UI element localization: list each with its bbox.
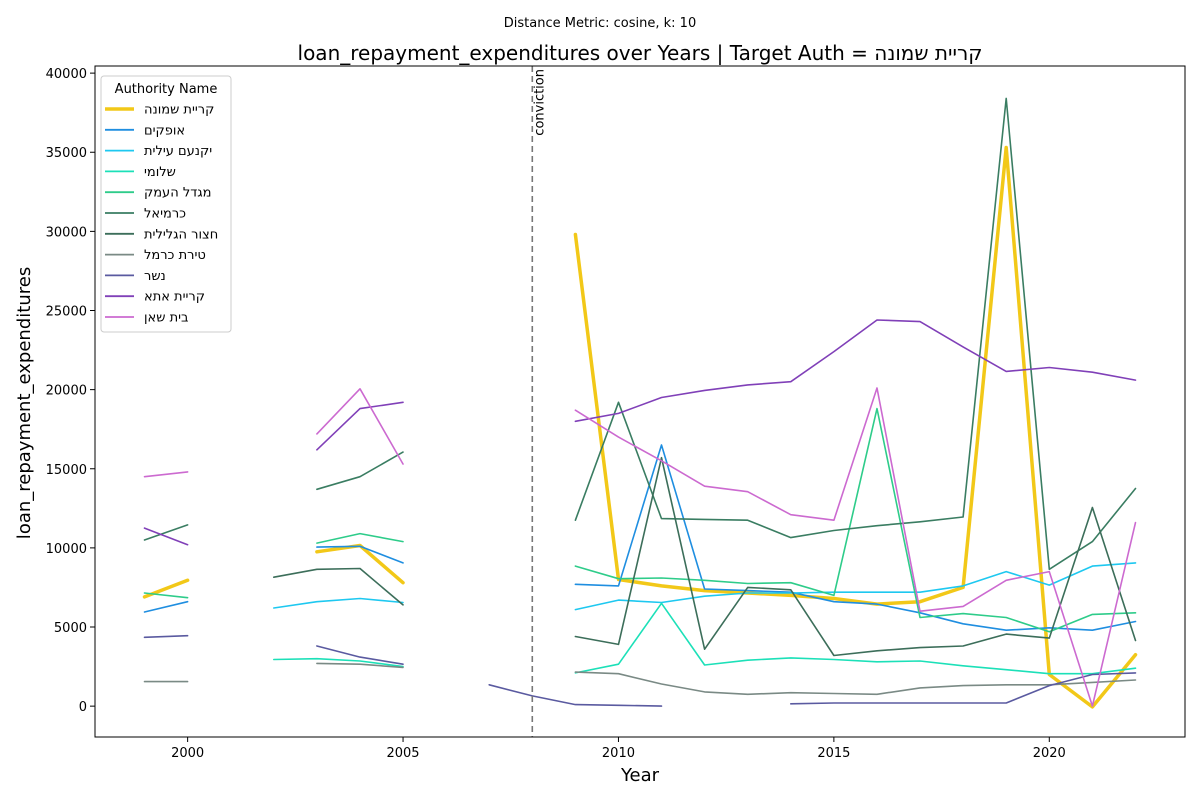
legend-entry-label-10: קריית אתא: [144, 290, 205, 305]
y-axis: 0 5000 10000 15000 20000 25000 30000 35000 40000: [46, 67, 95, 715]
series-line-7: [273, 456, 1137, 657]
x-tick-label: 2005: [386, 746, 419, 761]
series-lines: [142, 97, 1138, 709]
y-axis-label: loan_repayment_expenditures: [14, 267, 35, 539]
y-tick-label: 10000: [46, 542, 87, 557]
x-axis-label: Year: [620, 765, 660, 786]
legend-entry-label-8: טירת כרמל: [144, 248, 206, 263]
y-tick-label: 35000: [46, 146, 87, 161]
series-line-9: [143, 634, 1137, 707]
series-line-11: [143, 387, 1137, 707]
series-line-3: [273, 562, 1137, 611]
y-tick-label: 30000: [46, 225, 87, 240]
conviction-label: conviction: [532, 69, 547, 136]
legend-entry-label-6: כרמיאל: [144, 207, 186, 222]
y-tick-label: 15000: [46, 463, 87, 478]
chart-title: loan_repayment_expenditures over Years |…: [298, 41, 983, 65]
plot-frame: [94, 65, 1186, 738]
legend-entry-label-1: קריית שמונה: [144, 103, 214, 118]
legend-entry-label-5: מגדל העמק: [144, 186, 212, 201]
legend-entry-label-11: בית שאן: [144, 311, 189, 326]
legend-entry-label-4: שלומי: [144, 165, 176, 180]
series-line-5: [143, 407, 1137, 633]
series-line-10: [143, 319, 1137, 546]
x-tick-label: 2020: [1033, 746, 1066, 761]
legend-entry-label-9: נשר: [144, 269, 166, 284]
x-tick-label: 2000: [171, 746, 204, 761]
y-tick-label: 0: [79, 700, 87, 715]
y-tick-label: 5000: [54, 621, 87, 636]
y-tick-label: 40000: [46, 67, 87, 82]
series-line-8: [143, 662, 1137, 696]
x-tick-label: 2015: [817, 746, 850, 761]
annotation-layer: conviction: [531, 66, 547, 737]
series-line-6: [143, 97, 1137, 571]
chart-suptitle: Distance Metric: cosine, k: 10: [504, 16, 696, 31]
series-line-4: [273, 602, 1137, 675]
legend-frame: [100, 75, 232, 333]
series-line-2: [143, 444, 1137, 631]
x-tick-label: 2010: [602, 746, 635, 761]
legend-entry-label-2: אופקים: [144, 123, 185, 138]
y-tick-label: 20000: [46, 384, 87, 399]
x-axis: 2000 2005 2010 2015 2020: [171, 737, 1066, 761]
legend-entry-label-3: יקנעם עילית: [144, 144, 212, 159]
legend-entry-label-7: חצור הגלילית: [144, 227, 218, 242]
legend: Authority Name קריית שמונה אופקים יקנעם עי…: [100, 75, 232, 333]
series-line-1: [142, 145, 1138, 709]
y-tick-label: 25000: [46, 305, 87, 320]
legend-title: Authority Name: [115, 82, 218, 97]
